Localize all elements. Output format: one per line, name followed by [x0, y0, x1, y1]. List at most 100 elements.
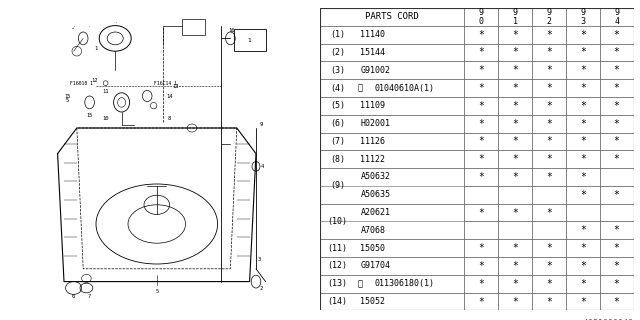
Text: *: * [512, 154, 518, 164]
Text: *: * [580, 65, 586, 75]
Bar [464, 44, 498, 61]
Text: *: * [512, 101, 518, 111]
Text: *: * [580, 225, 586, 235]
Text: *: * [614, 83, 620, 93]
Bar [320, 44, 464, 61]
Bar [566, 61, 600, 79]
Bar [498, 26, 532, 44]
Bar [320, 239, 464, 257]
Text: 14: 14 [166, 93, 173, 99]
Text: *: * [478, 65, 484, 75]
Bar [464, 186, 498, 204]
Bar [498, 275, 532, 292]
Text: (8): (8) [330, 155, 345, 164]
Text: *: * [580, 190, 586, 200]
Text: 1: 1 [94, 45, 98, 51]
Text: (7): (7) [330, 137, 345, 146]
Text: A031000040: A031000040 [584, 319, 634, 320]
Text: *: * [580, 30, 586, 40]
Text: *: * [614, 261, 620, 271]
Text: *: * [512, 297, 518, 307]
Text: *: * [478, 47, 484, 58]
Bar [532, 79, 566, 97]
Text: *: * [512, 30, 518, 40]
Text: *: * [546, 154, 552, 164]
Bar [498, 292, 532, 310]
Text: (14): (14) [327, 297, 348, 306]
Bar [320, 61, 464, 79]
Text: (4): (4) [330, 84, 345, 92]
Text: .: . [70, 24, 74, 30]
Text: *: * [478, 261, 484, 271]
Text: *: * [478, 297, 484, 307]
Text: *: * [512, 65, 518, 75]
Text: G91704: G91704 [360, 261, 390, 270]
Text: *: * [546, 65, 552, 75]
Bar [600, 186, 634, 204]
Text: 15: 15 [64, 93, 70, 99]
Bar [498, 186, 532, 204]
Text: PARTS CORD: PARTS CORD [365, 12, 419, 21]
Bar [464, 61, 498, 79]
Text: *: * [478, 172, 484, 182]
Bar [464, 132, 498, 150]
Text: (13): (13) [327, 279, 348, 288]
Text: *: * [614, 101, 620, 111]
Bar [532, 275, 566, 292]
Text: *: * [546, 261, 552, 271]
Text: *: * [614, 136, 620, 147]
Text: A50635: A50635 [360, 190, 390, 199]
Text: 11140: 11140 [360, 30, 385, 39]
Text: *: * [580, 119, 586, 129]
Bar [532, 26, 566, 44]
Text: 15144: 15144 [360, 48, 385, 57]
Text: .: . [87, 24, 89, 28]
Text: (2): (2) [330, 48, 345, 57]
Bar [498, 97, 532, 115]
Text: *: * [546, 243, 552, 253]
Bar [464, 221, 498, 239]
Text: *: * [614, 243, 620, 253]
Bar [566, 221, 600, 239]
Text: (5): (5) [330, 101, 345, 110]
Text: (9): (9) [330, 181, 345, 190]
Text: *: * [546, 172, 552, 182]
Text: *: * [512, 279, 518, 289]
Bar [532, 292, 566, 310]
Text: 1: 1 [248, 37, 252, 43]
Bar [320, 257, 464, 275]
Bar [498, 204, 532, 221]
Text: (3): (3) [330, 66, 345, 75]
Bar [234, 29, 266, 51]
Bar [498, 168, 532, 186]
Bar [498, 150, 532, 168]
Text: 01040610A(1): 01040610A(1) [374, 84, 435, 92]
Text: *: * [580, 101, 586, 111]
Text: *: * [512, 83, 518, 93]
Text: *: * [478, 243, 484, 253]
Text: 15: 15 [86, 113, 93, 118]
Text: 8: 8 [168, 116, 172, 121]
Text: 10: 10 [102, 116, 109, 121]
Text: (12): (12) [327, 261, 348, 270]
Text: *: * [614, 65, 620, 75]
Bar [464, 150, 498, 168]
Bar [566, 115, 600, 132]
Bar [600, 168, 634, 186]
Bar [498, 221, 532, 239]
Bar [464, 97, 498, 115]
Text: *: * [614, 297, 620, 307]
Text: *: * [512, 172, 518, 182]
Bar [600, 239, 634, 257]
Text: 5: 5 [65, 98, 69, 103]
Bar [566, 26, 600, 44]
Bar [600, 8, 634, 26]
Bar [532, 8, 566, 26]
Bar [532, 61, 566, 79]
Text: *: * [546, 83, 552, 93]
Bar [498, 257, 532, 275]
Bar [320, 8, 464, 26]
Bar [498, 8, 532, 26]
Text: G91002: G91002 [360, 66, 390, 75]
Bar [498, 132, 532, 150]
